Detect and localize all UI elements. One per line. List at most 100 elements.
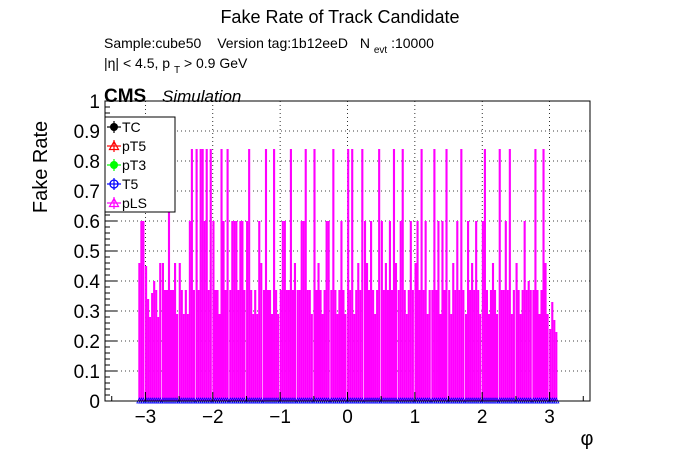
bar [304, 149, 307, 401]
bar [426, 314, 429, 401]
x-tick-label: 1 [410, 407, 421, 428]
bar [523, 221, 526, 401]
y-tick-label: 0.3 [74, 302, 100, 323]
bar [321, 314, 324, 401]
bar [439, 314, 442, 401]
bar [394, 263, 398, 401]
bar [464, 314, 468, 401]
info-line-2: |η| < 4.5, p T > 0.9 GeV [104, 55, 248, 76]
x-tick-label: 0 [342, 407, 353, 428]
bar [372, 290, 375, 401]
bar [448, 290, 451, 401]
bar [498, 149, 501, 401]
bar [485, 290, 488, 401]
y-tick-label: 0.7 [74, 182, 100, 203]
bar [403, 290, 406, 401]
bar [450, 314, 453, 401]
bar [207, 290, 210, 401]
bar [209, 149, 212, 401]
eta-cut: |η| < 4.5, p [104, 55, 170, 71]
y-tick-label: 0.1 [74, 362, 100, 383]
bar [239, 221, 242, 401]
bar [220, 149, 223, 401]
bar [229, 290, 232, 401]
legend-label: T5 [122, 176, 139, 192]
bar [302, 221, 305, 401]
bar [467, 221, 470, 401]
bar [367, 290, 371, 401]
bar [315, 290, 318, 401]
bar [180, 290, 183, 401]
bar [214, 290, 217, 401]
bar [551, 302, 554, 401]
bar [504, 221, 507, 401]
bar [344, 314, 347, 401]
bar [153, 281, 156, 401]
bar [386, 290, 389, 401]
bar [336, 314, 339, 401]
sample-label: Sample:cube50 [104, 35, 202, 51]
bar [495, 314, 499, 401]
bar [544, 263, 547, 401]
bar [365, 263, 369, 401]
bar [411, 290, 414, 401]
bar [445, 149, 448, 401]
y-tick-label: 0 [89, 392, 100, 413]
bar [252, 314, 255, 401]
bar [546, 314, 549, 401]
bar [481, 221, 484, 401]
bar [527, 281, 530, 401]
bar [382, 290, 385, 401]
bar [555, 332, 558, 401]
bar [433, 149, 436, 401]
bar [374, 314, 377, 401]
bar [418, 290, 421, 401]
bars [138, 149, 558, 401]
bar [471, 263, 474, 401]
bar [351, 149, 354, 401]
nevt-label: N [360, 35, 370, 51]
legend-marker [108, 197, 120, 208]
y-axis-label: Fake Rate [30, 121, 52, 213]
y-tick-label: 0.9 [74, 122, 100, 143]
y-tick-label: 0.5 [74, 242, 100, 263]
bar [515, 263, 518, 401]
legend: TC pT5 pT3 T5 pLS [104, 116, 176, 213]
bar [300, 221, 303, 401]
bar [525, 290, 528, 401]
bar [384, 263, 387, 401]
bar [157, 317, 160, 401]
bar [380, 221, 383, 401]
bar [254, 290, 257, 401]
bar [201, 149, 204, 401]
y-tick-label: 0.6 [74, 212, 100, 233]
bar [260, 263, 263, 401]
bar [226, 149, 229, 401]
bar [489, 290, 493, 401]
bar [186, 314, 189, 401]
bar [334, 290, 337, 401]
bar [285, 290, 288, 401]
bar [477, 290, 480, 401]
bar [456, 221, 459, 401]
bar [140, 221, 143, 401]
bar [405, 314, 408, 401]
pt-cut: > 0.9 GeV [184, 55, 248, 71]
legend-label: pT5 [122, 138, 146, 154]
bar [167, 149, 171, 401]
legend-marker [108, 140, 120, 151]
legend-marker [110, 161, 118, 169]
bar [529, 290, 532, 401]
bar [332, 149, 335, 401]
bar [258, 221, 261, 401]
bar [327, 221, 330, 401]
bar [512, 290, 515, 401]
bar [184, 290, 187, 401]
bar [287, 290, 290, 401]
bar [277, 314, 280, 401]
bar [342, 290, 345, 401]
bar [502, 290, 505, 401]
bar [319, 290, 322, 401]
bar [479, 314, 482, 401]
